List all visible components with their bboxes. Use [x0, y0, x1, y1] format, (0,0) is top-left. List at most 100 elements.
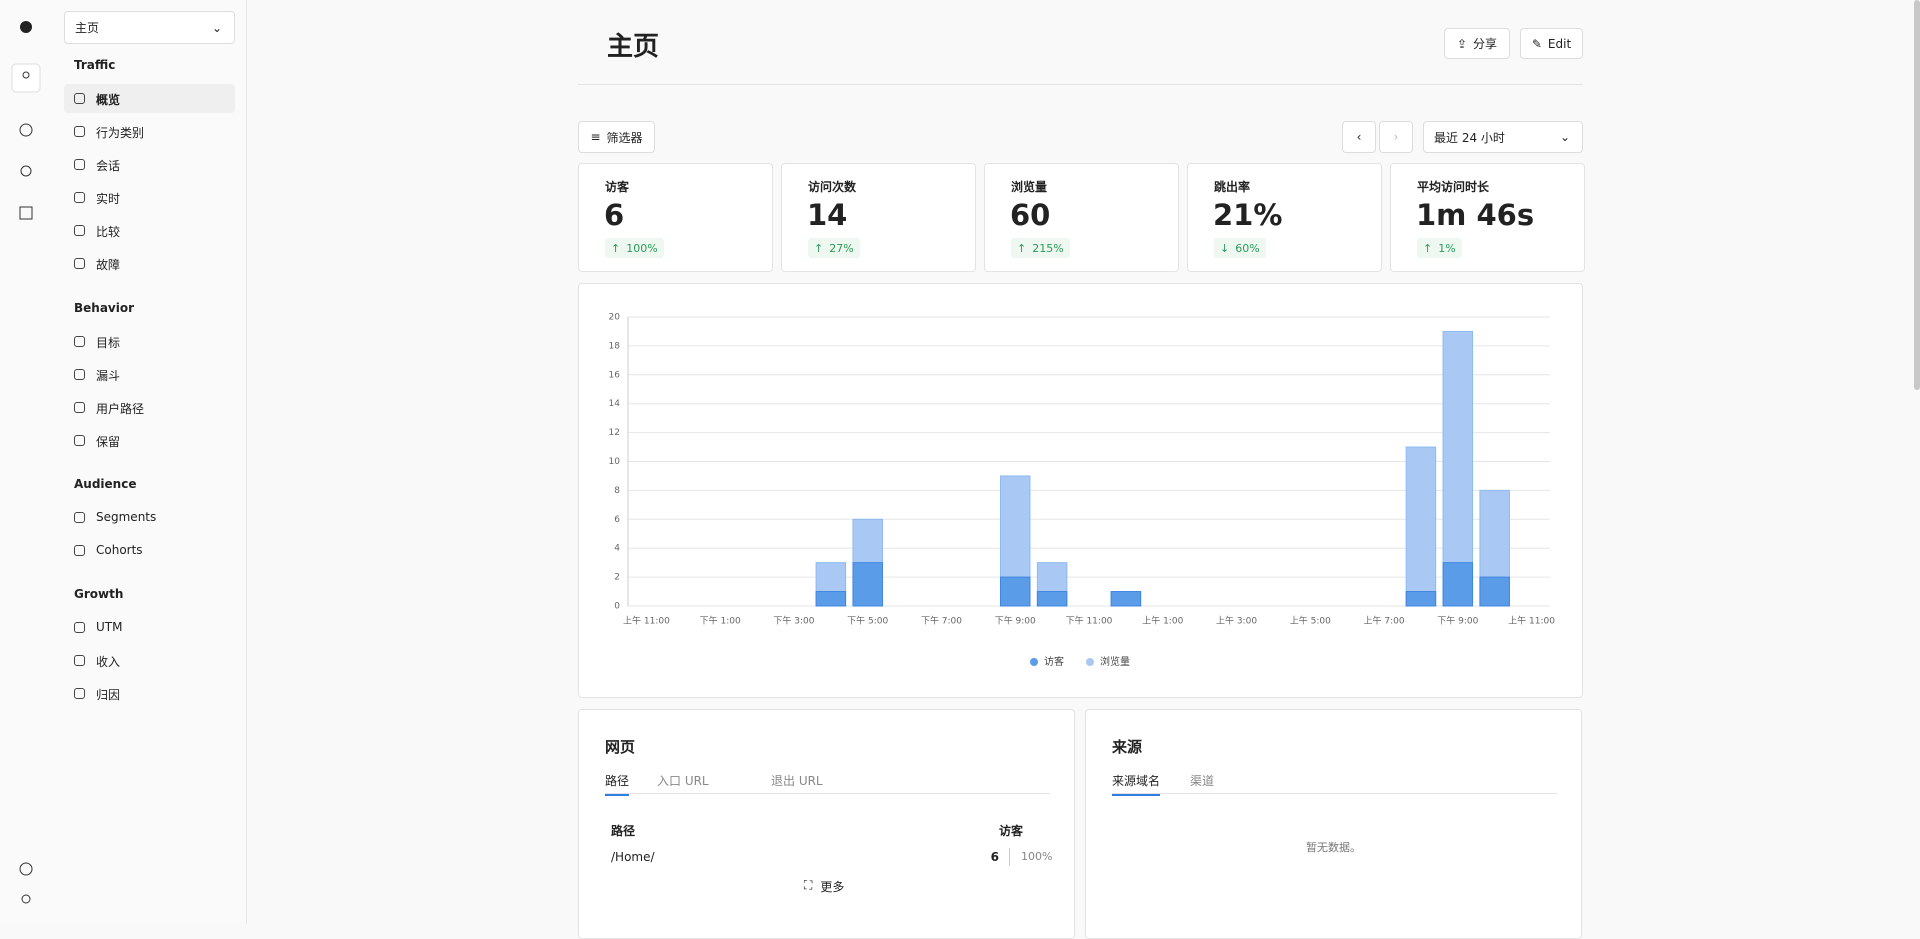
column-header: 访客 [999, 824, 1024, 838]
stat-label: 访问次数 [808, 180, 857, 194]
nav-icon [74, 126, 85, 137]
next-button[interactable]: › [1379, 121, 1413, 153]
x-tick-label: 下午 7:00 [921, 615, 962, 627]
edit-button[interactable]: ✎ Edit [1520, 28, 1583, 59]
y-tick-label: 20 [609, 313, 621, 323]
language-icon[interactable] [19, 862, 33, 876]
stat-label: 平均访问时长 [1417, 180, 1490, 194]
change-arrow: ↑ [1017, 241, 1027, 255]
row-count: 6 [990, 850, 999, 864]
bar [852, 562, 883, 607]
theme-icon[interactable] [21, 894, 31, 904]
page-title: 主页 [607, 32, 660, 62]
stat-value: 6 [604, 198, 625, 232]
change-value: 1% [1438, 241, 1456, 255]
prev-button[interactable]: ‹ [1342, 121, 1376, 153]
y-tick-label: 0 [614, 602, 620, 612]
stat-label: 访客 [605, 180, 630, 194]
nav-label: 比较 [96, 225, 121, 239]
nav-item[interactable]: 故障 [64, 249, 235, 278]
row-divider [1009, 848, 1010, 866]
nav-icon [74, 159, 85, 170]
tab[interactable]: 渠道 [1190, 774, 1215, 788]
nav-icon [74, 369, 85, 380]
nav-item[interactable]: 保留 [64, 426, 235, 455]
y-tick-label: 12 [609, 428, 620, 438]
nav-icon [74, 93, 85, 104]
nav-item[interactable]: 漏斗 [64, 360, 235, 389]
nav-item[interactable]: 用户路径 [64, 393, 235, 422]
column-header: 路径 [611, 824, 636, 838]
nav-label: 行为类别 [96, 126, 145, 140]
legend-label: 访客 [1044, 655, 1064, 668]
stat-card: 跳出率 21% ↓ 60% [1187, 163, 1382, 272]
stat-card: 平均访问时长 1m 46s ↑ 1% [1390, 163, 1585, 272]
nav-item[interactable]: Segments [64, 503, 235, 532]
globe-icon[interactable] [19, 123, 33, 137]
change-arrow: ↑ [814, 241, 824, 255]
tab-rule [1112, 793, 1557, 794]
nav-icon [74, 336, 85, 347]
filter-button[interactable]: ≡ 筛选器 [578, 121, 655, 153]
stat-label: 跳出率 [1214, 180, 1251, 194]
nav-label: 实时 [96, 192, 121, 206]
change-arrow: ↑ [611, 241, 621, 255]
nav-icon [74, 655, 85, 666]
expand-icon: ⛶ [804, 878, 813, 892]
link-icon[interactable] [20, 165, 32, 177]
bar [1110, 591, 1142, 607]
x-tick-label: 上午 11:00 [623, 615, 670, 627]
share-icon: ⇪ [1456, 36, 1468, 51]
share-label: 分享 [1473, 37, 1498, 51]
nav-item[interactable]: 比较 [64, 216, 235, 245]
chart-card: 0 2 4 6 8 10 12 14 16 18 20 上午 11:00 下午 1:00 下午 3:00 下… [578, 283, 1583, 698]
nav-label: Segments [96, 510, 157, 524]
legend-label: 浏览量 [1100, 655, 1130, 668]
nav-item[interactable]: 概览 [64, 84, 235, 113]
bar [1036, 591, 1068, 607]
workspace-select[interactable]: 主页 ⌄ [64, 11, 235, 44]
panel-card: 网页 路径 入口 URL 退出 URL 路径 访客/Home/6 100% ⛶ 更多 [578, 709, 1075, 939]
nav-item[interactable]: Cohorts [64, 536, 235, 565]
section-title: Growth [74, 587, 124, 601]
nav-item[interactable]: 目标 [64, 327, 235, 356]
x-tick-label: 上午 7:00 [1364, 615, 1405, 627]
nav-item[interactable]: 行为类别 [64, 117, 235, 146]
user-glyph [22, 71, 30, 79]
nav-label: 故障 [96, 258, 121, 272]
edit-icon: ✎ [1531, 36, 1542, 51]
nav-item[interactable]: 实时 [64, 183, 235, 212]
header-rule [578, 84, 1583, 85]
tab[interactable]: 路径 [605, 772, 630, 796]
nav-item[interactable]: 会话 [64, 150, 235, 179]
edit-label: Edit [1547, 36, 1572, 51]
range-select[interactable]: 最近 24 小时 ⌄ [1423, 121, 1583, 153]
nav-icon [74, 622, 85, 633]
nav-item[interactable]: UTM [64, 613, 235, 642]
nav-item[interactable]: 收入 [64, 646, 235, 675]
panel-title: 网页 [605, 738, 636, 756]
x-tick-label: 上午 5:00 [1290, 615, 1331, 627]
nav-item[interactable]: 归因 [64, 679, 235, 708]
grid-icon[interactable] [19, 206, 33, 220]
tab[interactable]: 入口 URL [657, 774, 709, 788]
range-label: 最近 24 小时 [1434, 130, 1505, 145]
nav-icon [74, 225, 85, 236]
y-tick-label: 6 [614, 515, 620, 525]
stat-change: ↑ 100% [605, 238, 664, 258]
tab[interactable]: 来源域名 [1112, 772, 1161, 796]
tab[interactable]: 退出 URL [771, 774, 823, 788]
nav-label: 用户路径 [96, 402, 145, 416]
nav-label: 会话 [96, 159, 121, 173]
rail-icons [11, 21, 41, 904]
empty-state: 暂无数据。 [1306, 841, 1361, 854]
nav-icon [74, 688, 85, 699]
filter-icon: ≡ [590, 130, 601, 144]
more-button[interactable]: ⛶ 更多 [804, 878, 844, 895]
logo [20, 21, 32, 33]
share-button[interactable]: ⇪ 分享 [1444, 28, 1510, 59]
tab-rule [605, 793, 1050, 794]
stat-value: 60 [1010, 198, 1051, 232]
nav-label: UTM [96, 620, 123, 634]
